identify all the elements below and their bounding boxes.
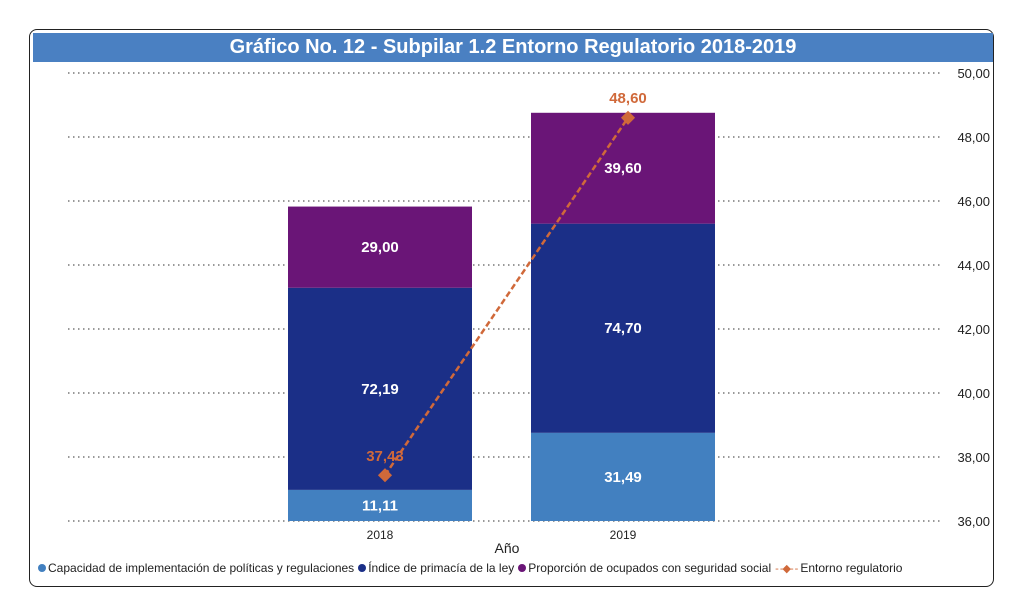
bar-segment [531,432,715,521]
y-tick-label: 42,00 [957,322,990,337]
legend-line-diamond-icon: - -◆- - [775,562,798,575]
x-tick-label: 2019 [610,528,637,542]
data-label: 11,11 [362,497,398,514]
legend-item: Proporción de ocupados con seguridad soc… [518,561,771,575]
legend-label: Entorno regulatorio [800,561,903,575]
legend-label: Proporción de ocupados con seguridad soc… [528,561,772,575]
bar-segment [288,206,472,288]
y-tick-label: 48,00 [957,130,990,145]
bar-segment [531,112,715,224]
legend-item: Índice de primacía de la ley [358,561,514,575]
bar-segment [531,223,715,433]
data-label: 72,19 [361,381,399,398]
legend-label: Capacidad de implementación de políticas… [48,561,355,575]
x-tick-label: 2018 [367,528,394,542]
y-tick-label: 44,00 [957,258,990,273]
bar-segment [288,489,472,521]
y-tick-label: 38,00 [957,450,990,465]
line-marker [620,110,636,125]
y-tick-label: 36,00 [957,514,990,529]
line-marker [377,468,393,483]
y-tick-label: 46,00 [957,194,990,209]
chart-frame [29,29,994,587]
data-label: 74,70 [604,320,642,337]
y-tick-label: 40,00 [957,386,990,401]
y-tick-label: 50,00 [957,66,990,81]
legend-label: Índice de primacía de la ley [368,561,515,575]
legend-dot-icon [358,564,367,572]
legend-item: Capacidad de implementación de políticas… [38,561,354,575]
data-label: 29,00 [361,239,399,256]
legend-dot-icon [38,564,46,572]
data-label: 39,60 [604,160,642,177]
data-label: 31,49 [604,469,642,486]
line-data-label: 48,60 [609,90,647,107]
x-axis-title: Año [495,540,520,556]
chart-title: Gráfico No. 12 - Subpilar 1.2 Entorno Re… [33,33,993,62]
legend: Capacidad de implementación de políticas… [38,561,906,575]
line-series [383,117,630,476]
line-data-label: 37,43 [366,448,404,465]
legend-item: - -◆- - Entorno regulatorio [775,561,902,575]
legend-dot-icon [518,564,527,572]
bar-segment [288,287,472,490]
